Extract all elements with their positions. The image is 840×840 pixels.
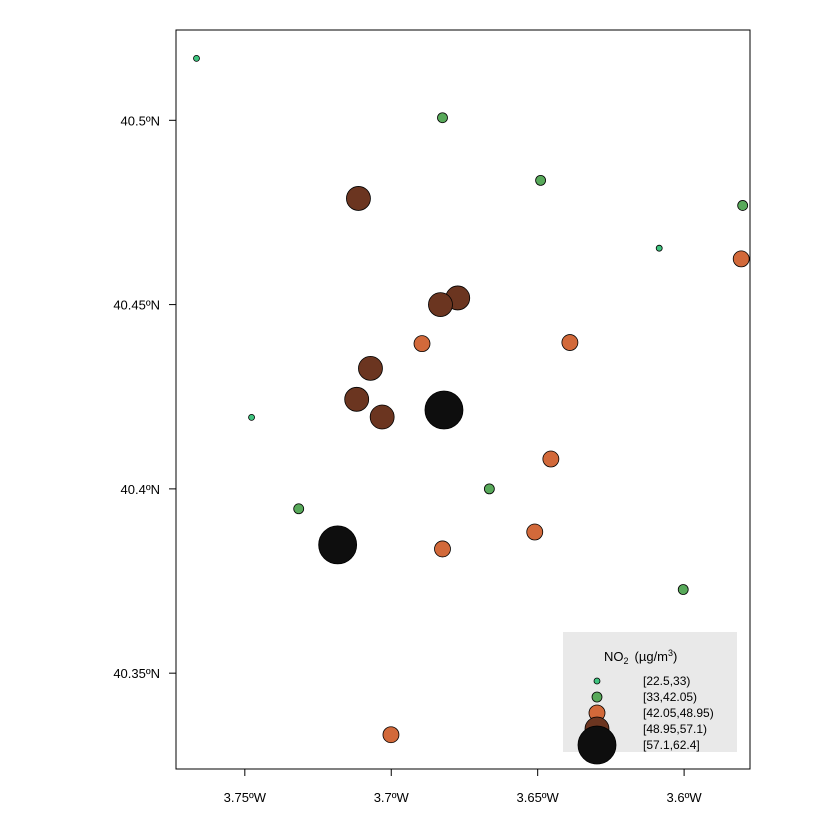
x-tick-label: 3.65ºW [517, 790, 560, 805]
legend-label: [22.5,33) [643, 674, 690, 688]
y-tick-label: 40.4ºN [121, 482, 160, 497]
data-point [382, 726, 400, 744]
data-point [346, 186, 371, 211]
y-tick-label: 40.5ºN [121, 113, 160, 128]
data-point [358, 355, 383, 381]
data-point [677, 584, 689, 595]
data-point [318, 525, 358, 565]
data-point [483, 483, 495, 495]
data-points [193, 54, 750, 744]
x-tick-label: 3.7ºW [374, 790, 410, 805]
data-point [437, 112, 448, 124]
data-point [655, 244, 663, 252]
y-axis: 40.35ºN 40.4ºN 40.45ºN 40.5ºN [113, 113, 176, 681]
data-point [732, 250, 750, 268]
legend-symbol [591, 691, 603, 703]
data-point [248, 413, 255, 421]
data-point [561, 334, 579, 351]
data-point [737, 200, 749, 211]
data-point [542, 450, 560, 468]
legend-label: [42.05,48.95) [643, 706, 714, 720]
x-axis: 3.75ºW 3.7ºW 3.65ºW 3.6ºW [224, 769, 703, 805]
data-point [434, 540, 451, 558]
data-point [424, 390, 464, 430]
legend-label: [33,42.05) [643, 690, 697, 704]
legend-label: [48.95,57.1) [643, 722, 707, 736]
data-point [193, 54, 200, 62]
legend: NO2 (µg/m3) [22.5,33) [33,42.05) [42.05,48.… [563, 632, 737, 765]
x-tick-label: 3.75ºW [224, 790, 267, 805]
plot-frame [175, 29, 751, 770]
legend-symbol [593, 677, 601, 685]
legend-items: [22.5,33) [33,42.05) [42.05,48.95) [48.95,5… [577, 674, 714, 765]
legend-label: [57.1,62.4] [643, 738, 700, 752]
y-tick-label: 40.35ºN [113, 666, 160, 681]
x-tick-label: 3.6ºW [667, 790, 703, 805]
data-point [428, 292, 453, 317]
data-point [526, 523, 544, 541]
data-point [293, 503, 305, 515]
data-point [344, 386, 370, 412]
legend-symbol [577, 725, 617, 765]
data-point [369, 404, 395, 430]
data-point [413, 335, 431, 353]
legend-title: NO2 (µg/m3) [604, 648, 677, 666]
y-tick-label: 40.45ºN [113, 298, 160, 313]
data-point [535, 174, 547, 186]
